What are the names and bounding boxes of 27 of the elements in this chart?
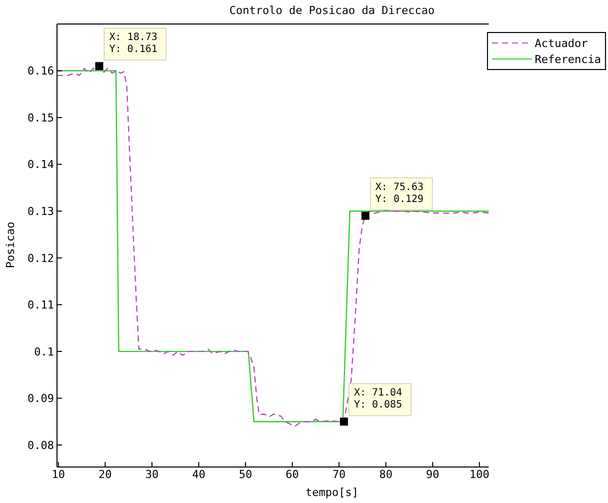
y-tick-label: 0.13 (28, 205, 54, 218)
y-axis-title: Posicao (4, 222, 17, 268)
y-tick-label: 0.11 (28, 298, 54, 312)
x-tick-label: 60 (286, 468, 299, 481)
annotation: X: 75.63 Y: 0.129 (375, 182, 424, 205)
y-tick-label: 0.14 (28, 158, 54, 172)
y-tick-label: 0.12 (28, 252, 54, 265)
x-tick-label: 10 (52, 468, 66, 481)
y-tick-label: 0.1 (34, 345, 54, 358)
y-tick-label: 0.16 (28, 64, 54, 78)
x-tick-label: 30 (145, 468, 159, 481)
x-tick-label: 100 (469, 468, 490, 481)
x-tick-label: 40 (192, 468, 206, 481)
legend-label: Actuador (534, 36, 588, 50)
x-axis-title: tempo[s] (306, 486, 358, 499)
x-tick-label: 50 (238, 468, 252, 481)
x-tick-label: 20 (98, 468, 112, 481)
y-tick-label: 0.09 (28, 392, 54, 406)
x-tick-label: 90 (426, 468, 440, 481)
annotation: X: 18.73 Y: 0.161 (109, 32, 158, 56)
x-tick-label: 70 (332, 468, 346, 481)
chart-title: Controlo de Posicao da Direccao (229, 4, 435, 17)
y-tick-label: 0.15 (28, 111, 54, 124)
legend-label: Referencia (534, 52, 601, 66)
y-tick-label: 0.08 (28, 438, 54, 452)
x-tick-label: 80 (379, 468, 392, 481)
annotation: X: 71.04 Y: 0.085 (354, 388, 402, 411)
